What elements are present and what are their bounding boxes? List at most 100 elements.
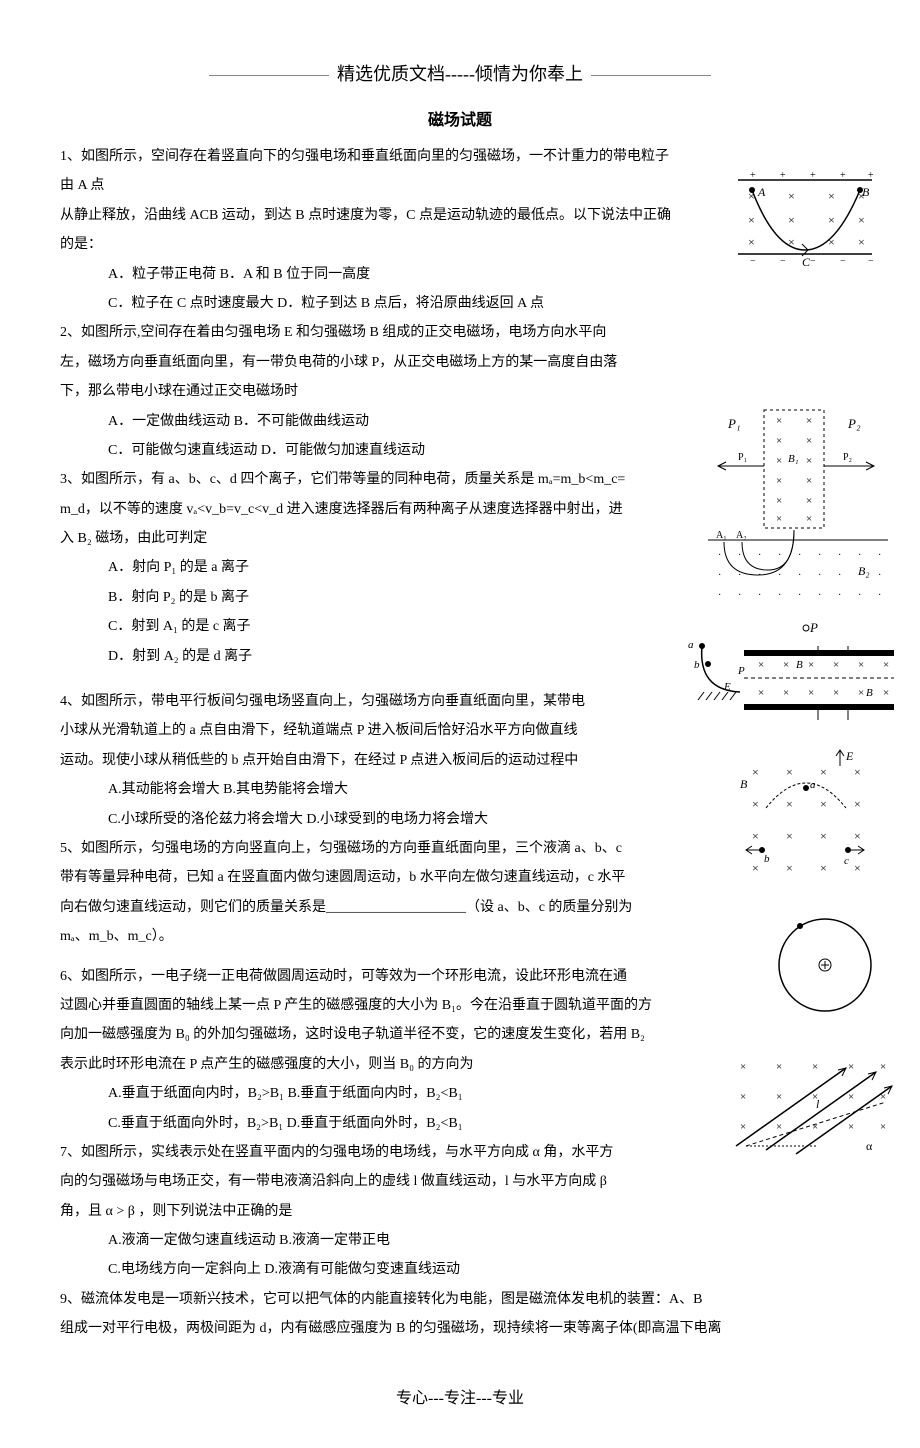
svg-text:B: B [796, 659, 803, 671]
q7-line2: 向的匀强磁场与电场正交，有一带电液滴沿斜向上的虚线 l 做直线运动，l 与水平方… [60, 1167, 670, 1196]
q5-line1: 5、如图所示，匀强电场的方向竖直向上，匀强磁场的方向垂直纸面向里，三个液滴 a、… [60, 834, 670, 863]
svg-text:b: b [694, 659, 700, 671]
svg-text:×: × [854, 829, 861, 843]
figure-q7: ××××× ××××× ××××× l α [726, 1050, 896, 1160]
svg-text:×: × [758, 687, 764, 699]
svg-text:×: × [858, 213, 865, 227]
svg-text:×: × [858, 235, 865, 249]
svg-text:×: × [806, 495, 812, 507]
svg-text:·: · [738, 550, 741, 561]
svg-text:×: × [752, 861, 759, 875]
svg-text:A₁: A₁ [716, 530, 727, 541]
q1-optC: C．粒子在 C 点时速度最大 D．粒子到达 B 点后，将沿原曲线返回 A 点 [60, 289, 860, 318]
q6-line1: 6、如图所示，一电子绕一正电荷做圆周运动时，可等效为一个环形电流，设此环形电流在… [60, 962, 670, 991]
svg-text:×: × [854, 861, 861, 875]
svg-text:·: · [718, 550, 721, 561]
svg-text:×: × [812, 1121, 818, 1133]
svg-text:E: E [723, 681, 731, 693]
svg-text:−: − [840, 256, 846, 267]
svg-text:·: · [778, 590, 781, 601]
svg-text:·: · [838, 590, 841, 601]
svg-text:×: × [833, 687, 839, 699]
svg-text:×: × [806, 435, 812, 447]
figure-q3: ×× ×× ×× ×× ×× ×× B₁ P₁ P₂ P₁P₂ A₁A₂ ···… [698, 400, 898, 620]
page-title: 磁场试题 [60, 106, 860, 130]
q1-line1: 1、如图所示，空间存在着竖直向下的匀强电场和垂直纸面向里的匀强磁场，一不计重力的… [60, 142, 680, 201]
q7-optA: A.液滴一定做匀速直线运动 B.液滴一定带正电 [60, 1226, 860, 1255]
svg-text:·: · [878, 590, 881, 601]
figure-q5: ×××× ×××× ×××× ×××× E B a b c [740, 748, 890, 888]
svg-text:l: l [816, 1097, 820, 1111]
body: 1、如图所示，空间存在着竖直向下的匀强电场和垂直纸面向里的匀强磁场，一不计重力的… [60, 142, 860, 1344]
svg-text:×: × [820, 829, 827, 843]
svg-text:−: − [750, 256, 756, 267]
svg-text:×: × [883, 687, 889, 699]
svg-text:×: × [758, 659, 764, 671]
svg-text:B₁: B₁ [788, 453, 799, 465]
svg-text:A: A [757, 185, 766, 199]
svg-text:×: × [786, 797, 793, 811]
svg-text:×: × [820, 861, 827, 875]
q7-line3: 角，且 α > β ，则下列说法中正确的是 [60, 1197, 670, 1226]
svg-text:×: × [808, 659, 814, 671]
svg-text:·: · [818, 590, 821, 601]
svg-text:×: × [812, 1061, 818, 1073]
svg-text:E: E [845, 749, 854, 763]
svg-text:B: B [740, 777, 748, 791]
svg-text:×: × [740, 1061, 746, 1073]
svg-text:a: a [688, 639, 694, 651]
svg-text:·: · [798, 550, 801, 561]
svg-text:×: × [776, 435, 782, 447]
q3-line2: m_d，以不等的速度 vₐ<v_b=v_c<v_d 进入速度选择器后有两种离子从… [60, 495, 660, 524]
figure-q4: P a b P ×××××× ×××××× B B E [688, 618, 898, 728]
document-footer: 专心---专注---专业 [60, 1384, 860, 1408]
svg-text:P: P [809, 620, 818, 635]
q9-line1: 9、磁流体发电是一项新兴技术，它可以把气体的内能直接转化为电能，图是磁流体发电机… [60, 1285, 860, 1314]
svg-text:B: B [866, 687, 873, 699]
svg-text:×: × [806, 475, 812, 487]
svg-text:×: × [776, 495, 782, 507]
svg-text:·: · [838, 550, 841, 561]
svg-text:×: × [880, 1061, 886, 1073]
svg-text:·: · [818, 550, 821, 561]
header-rule-right [591, 75, 711, 76]
svg-text:·: · [878, 550, 881, 561]
document-header: 精选优质文档-----倾情为你奉上 [60, 60, 860, 86]
svg-text:×: × [828, 189, 835, 203]
q7-line1: 7、如图所示，实线表示处在竖直平面内的匀强电场的电场线，与水平方向成 α 角，水… [60, 1138, 670, 1167]
svg-text:·: · [718, 590, 721, 601]
svg-text:B: B [862, 185, 870, 199]
svg-text:A₂: A₂ [736, 530, 747, 541]
figure-q6 [770, 910, 880, 1020]
svg-text:·: · [798, 590, 801, 601]
svg-text:×: × [786, 829, 793, 843]
svg-text:×: × [820, 765, 827, 779]
svg-text:×: × [776, 1091, 782, 1103]
svg-text:×: × [776, 1061, 782, 1073]
svg-text:×: × [808, 687, 814, 699]
svg-text:×: × [854, 765, 861, 779]
svg-text:c: c [844, 855, 849, 867]
q5-line2: 带有等量异种电荷，已知 a 在竖直面内做匀速圆周运动，b 水平向左做匀速直线运动… [60, 863, 670, 892]
svg-text:−: − [780, 256, 786, 267]
svg-text:+: + [810, 172, 816, 181]
svg-text:P: P [737, 665, 745, 677]
q5-line4: mₐ、m_b、m_c）。 [60, 922, 670, 951]
svg-text:×: × [848, 1121, 854, 1133]
svg-text:−: − [810, 256, 816, 267]
q9-line2: 组成一对平行电极，两极间距为 d，内有磁感应强度为 B 的匀强磁场，现持续将一束… [60, 1314, 860, 1343]
svg-text:+: + [868, 172, 874, 181]
svg-text:P₂: P₂ [847, 416, 861, 431]
svg-text:+: + [780, 172, 786, 181]
svg-text:P₂: P₂ [843, 452, 852, 463]
q3-line1: 3、如图所示，有 a、b、c、d 四个离子，它们带等量的同种电荷，质量关系是 m… [60, 465, 660, 494]
q2-line1: 2、如图所示,空间存在着由匀强电场 E 和匀强磁场 B 组成的正交电磁场，电场方… [60, 318, 680, 347]
svg-text:·: · [718, 570, 721, 581]
svg-text:×: × [783, 687, 789, 699]
svg-text:·: · [778, 550, 781, 561]
svg-text:×: × [776, 1121, 782, 1133]
svg-text:×: × [858, 659, 864, 671]
svg-text:×: × [783, 659, 789, 671]
q1-line2: 从静止释放，沿曲线 ACB 运动，到达 B 点时速度为零，C 点是运动轨迹的最低… [60, 201, 680, 260]
svg-text:×: × [786, 765, 793, 779]
